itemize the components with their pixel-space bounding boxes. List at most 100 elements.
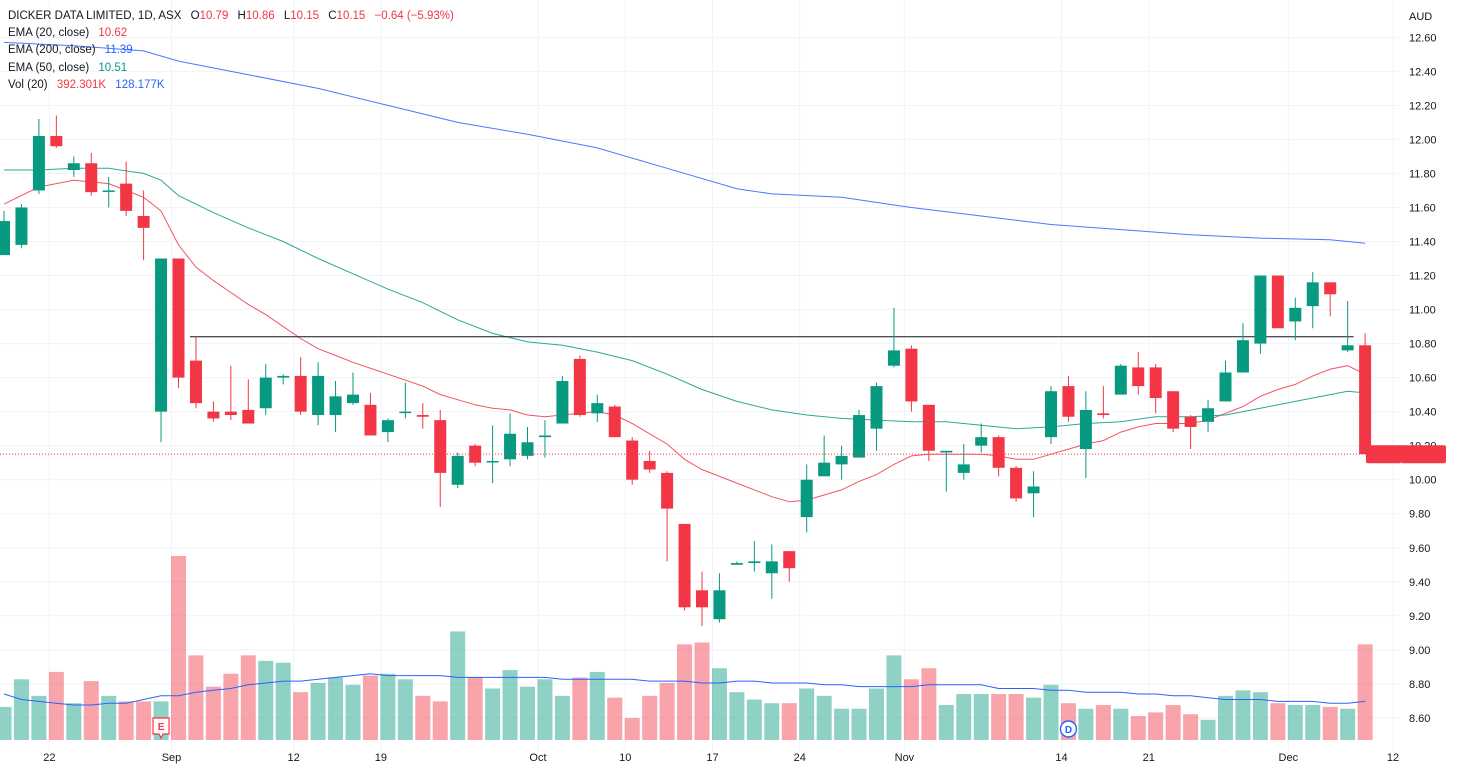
volume-bar [694, 642, 710, 740]
candle-body [800, 479, 813, 518]
volume-bar [13, 679, 29, 740]
price-tag-symbol: DDR [1369, 465, 1393, 477]
volume-bar [223, 673, 239, 740]
earnings-marker-letter: E [158, 722, 165, 733]
candle-body [155, 258, 168, 412]
candle-body [573, 358, 586, 416]
price-tick-label: 9.40 [1409, 577, 1430, 589]
volume-bar [48, 671, 64, 740]
candle-body [504, 433, 517, 460]
time-tick-label: Nov [895, 752, 915, 764]
price-tag-background [1366, 445, 1446, 464]
candle-body [329, 396, 342, 416]
candle-body [905, 348, 918, 402]
price-tick-label: 12.40 [1409, 66, 1437, 78]
time-tick-label: 10 [619, 752, 631, 764]
candle-body [451, 455, 464, 485]
price-tick-label: 11.40 [1409, 236, 1436, 248]
volume-bar [328, 677, 344, 740]
candle-body [870, 386, 883, 429]
candle-body [957, 464, 970, 473]
price-tick-label: 9.00 [1409, 645, 1430, 657]
candle-body [1359, 345, 1372, 455]
candle-body [469, 445, 482, 463]
ema200-legend-row[interactable]: EMA (200, close) 11.39 [8, 42, 454, 59]
close-value: 10.15 [336, 10, 366, 22]
volume-bar [869, 688, 884, 740]
candle-body [399, 411, 412, 414]
volume-ma-path [3, 673, 1366, 706]
candle-body [434, 420, 447, 473]
price-tag-value: 10.15 [1406, 465, 1434, 477]
volume-bar [293, 692, 309, 740]
price-tick-label: 11.80 [1409, 168, 1436, 180]
volume-bar [362, 675, 378, 740]
volume-bar [1200, 719, 1216, 740]
volume-bar [956, 694, 972, 740]
volume-bar [1095, 705, 1111, 740]
candle-body [643, 460, 656, 470]
candle-body [486, 460, 499, 463]
candle-body [992, 437, 1005, 468]
price-tick-label: 9.20 [1409, 611, 1430, 623]
candle-body [887, 350, 900, 366]
ema50-line [4, 167, 1366, 430]
volume-bars [0, 556, 1373, 740]
price-axis[interactable]: AUD 12.60 12.40 12.20 12.00 11.80 11.60 11.40 1… [1409, 11, 1437, 725]
candle-body [67, 163, 80, 171]
high-label: H [237, 10, 246, 22]
volume-bar [31, 695, 47, 740]
volume-bar [1340, 708, 1356, 740]
ema20-legend-row[interactable]: EMA (20, close) 10.62 [8, 25, 454, 42]
price-tick-label: 11.00 [1409, 305, 1436, 317]
candle-body [1219, 372, 1232, 402]
candle-body [748, 561, 761, 564]
candle-body [713, 590, 726, 620]
volume-bar [0, 706, 12, 740]
volume-bar [851, 708, 867, 740]
candle-body [1341, 345, 1354, 351]
open-value: 10.79 [199, 10, 229, 22]
candle-body [32, 136, 45, 191]
price-tag: DDR 10.15 [1366, 445, 1446, 477]
volume-bar [258, 660, 274, 740]
candle-body [922, 404, 935, 451]
candle-body [1236, 340, 1249, 373]
candle-body [294, 375, 307, 412]
candle-body [1149, 367, 1162, 399]
volume-legend-row[interactable]: Vol (20) 392.301K 128.177K [8, 77, 454, 94]
candle-body [521, 442, 534, 456]
volume-bar [886, 655, 902, 740]
high-value: 10.86 [245, 10, 275, 22]
time-axis[interactable]: 22 Sep 12 19 Oct 10 17 24 Nov 14 21 Dec 12 [43, 752, 1399, 764]
volume-bar [1235, 690, 1251, 740]
candle-body [556, 381, 569, 424]
volume-bar [677, 644, 693, 740]
volume-bar [502, 670, 518, 740]
volume-bar [554, 695, 570, 740]
candle-body [661, 472, 674, 509]
ema200-value: 11.39 [104, 44, 133, 57]
price-tick-label: 10.00 [1409, 475, 1437, 487]
symbol-name[interactable]: DICKER DATA LIMITED, 1D, ASX [8, 10, 182, 22]
volume-ma-value: 128.177K [115, 78, 165, 91]
ema50-legend-row[interactable]: EMA (50, close) 10.51 [8, 60, 454, 77]
time-tick-label: 19 [375, 752, 387, 764]
ema50-value: 10.51 [98, 61, 128, 74]
candle-body [1202, 408, 1215, 422]
volume-bar [275, 662, 291, 740]
candle-body [0, 221, 10, 256]
volume-bar [607, 697, 623, 740]
volume-bar [1078, 708, 1094, 740]
volume-bar [66, 703, 82, 740]
volume-bar [973, 694, 989, 740]
candle-body [120, 183, 133, 211]
ema50-label: EMA (50, close) [8, 61, 90, 74]
time-tick-label: 22 [43, 752, 55, 764]
volume-bar [310, 682, 326, 740]
chart-grid [0, 0, 1400, 752]
candle-body [1114, 365, 1127, 395]
candle-body [626, 440, 639, 480]
